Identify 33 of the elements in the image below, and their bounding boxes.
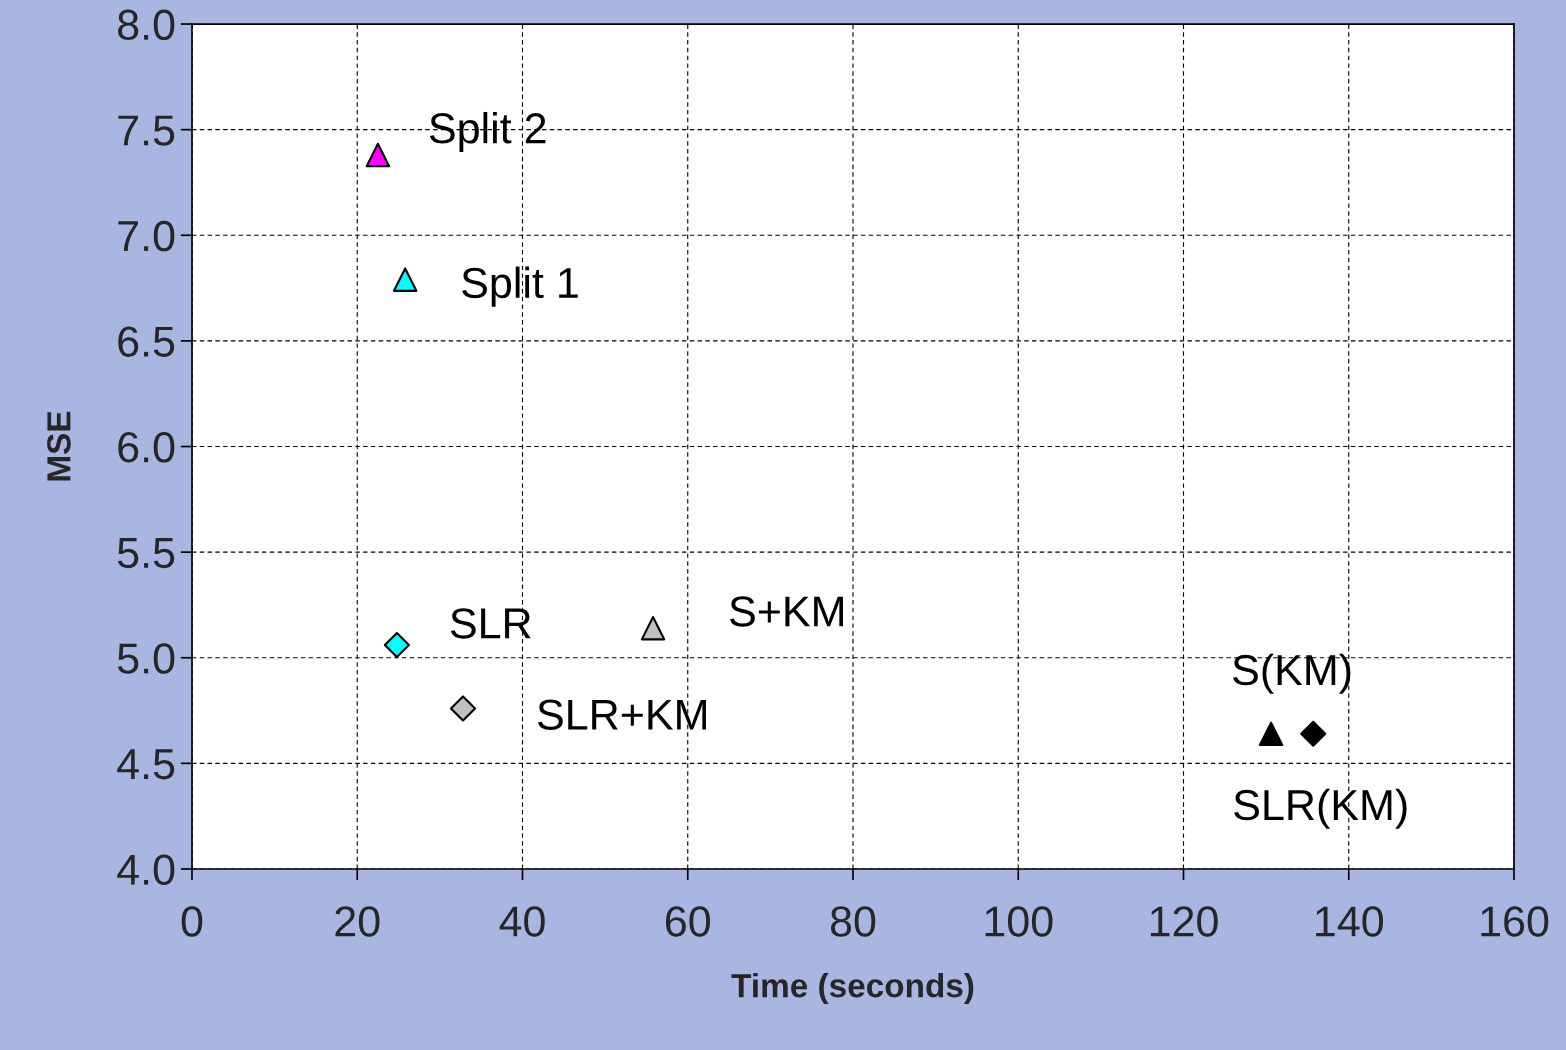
x-tick-label: 100 (985, 906, 1053, 937)
point (365, 142, 391, 168)
x-tick-label: 160 (1481, 906, 1549, 937)
point (640, 615, 666, 641)
point (449, 695, 477, 722)
y-tick-label: 7.5 (118, 115, 175, 146)
y-tick-label: 6.5 (118, 326, 175, 357)
point (383, 632, 410, 659)
point (392, 267, 418, 292)
series-label: S+KM (730, 596, 843, 627)
x-tick-label: 120 (1150, 906, 1218, 937)
point (1258, 721, 1284, 747)
y-tick-label: 4.5 (117, 749, 175, 780)
series-label: SLR(KM) (1234, 788, 1407, 829)
x-tick-label: 20 (335, 906, 380, 937)
x-tick-label: 140 (1316, 906, 1383, 937)
y-axis-title: MSE (47, 411, 71, 481)
y-tick-label: 4.0 (117, 854, 175, 885)
y-tick-label: 6.0 (118, 432, 175, 463)
x-tick-label: 60 (665, 906, 711, 937)
x-tick-label: 0 (181, 906, 203, 937)
y-tick-label: 5.5 (117, 538, 175, 569)
y-tick-label: 8.0 (118, 9, 175, 41)
y-tick-label: 7.0 (118, 220, 175, 252)
series-label: SLR (450, 608, 531, 639)
point (1300, 720, 1327, 747)
series-label: Split 1 (462, 266, 578, 307)
x-tick-label: 80 (830, 906, 876, 937)
series-label: S(KM) (1233, 653, 1351, 694)
y-tick-label: 5.0 (117, 643, 175, 674)
x-tick-label: 40 (499, 906, 545, 937)
series-label: SLR+KM (537, 699, 706, 730)
x-axis-title: Time (seconds) (731, 973, 974, 1005)
